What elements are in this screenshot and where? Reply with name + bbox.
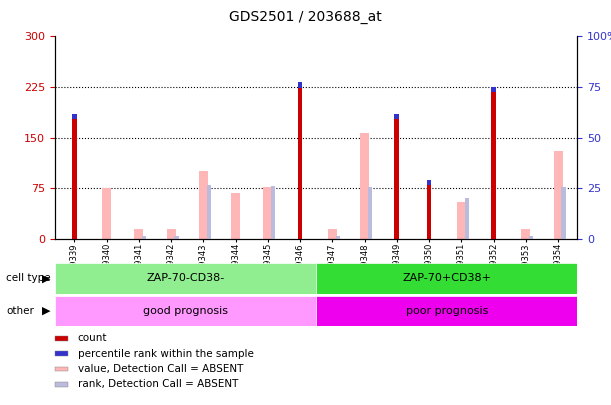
Bar [263,187,273,239]
Bar [368,187,372,239]
Bar [316,296,577,326]
Text: rank, Detection Call = ABSENT: rank, Detection Call = ABSENT [78,379,238,389]
Bar [327,229,337,239]
Bar [521,229,530,239]
Bar [394,114,399,119]
Bar [142,236,147,239]
Text: other: other [6,306,34,316]
Bar [199,171,208,239]
Bar [174,236,178,239]
Bar [167,229,175,239]
Text: value, Detection Call = ABSENT: value, Detection Call = ABSENT [78,364,243,374]
Text: GDS2501 / 203688_at: GDS2501 / 203688_at [229,10,382,24]
Bar [529,236,533,239]
Bar [335,236,340,239]
Bar [55,296,316,326]
Text: ZAP-70-CD38-: ZAP-70-CD38- [147,273,225,283]
Bar [360,133,369,239]
Text: percentile rank within the sample: percentile rank within the sample [78,349,254,358]
Bar [316,263,577,294]
Bar [457,202,466,239]
Bar [298,82,302,239]
Bar [72,114,77,119]
Text: poor prognosis: poor prognosis [406,306,488,316]
Bar [394,114,399,239]
Bar [102,188,111,239]
Bar [491,87,496,239]
Bar [271,186,276,239]
Text: ▶: ▶ [42,273,50,283]
Bar [72,114,77,239]
Bar [426,179,431,239]
Text: cell type: cell type [6,273,51,283]
Bar [562,187,566,239]
Bar [231,193,240,239]
Text: ZAP-70+CD38+: ZAP-70+CD38+ [402,273,491,283]
Bar [554,151,563,239]
Bar [207,185,211,239]
Text: count: count [78,333,107,343]
Bar [134,229,144,239]
Bar [426,179,431,185]
Bar [298,82,302,88]
Text: ▶: ▶ [42,306,50,316]
Bar [491,87,496,92]
Bar [464,198,469,239]
Text: good prognosis: good prognosis [143,306,228,316]
Bar [55,263,316,294]
